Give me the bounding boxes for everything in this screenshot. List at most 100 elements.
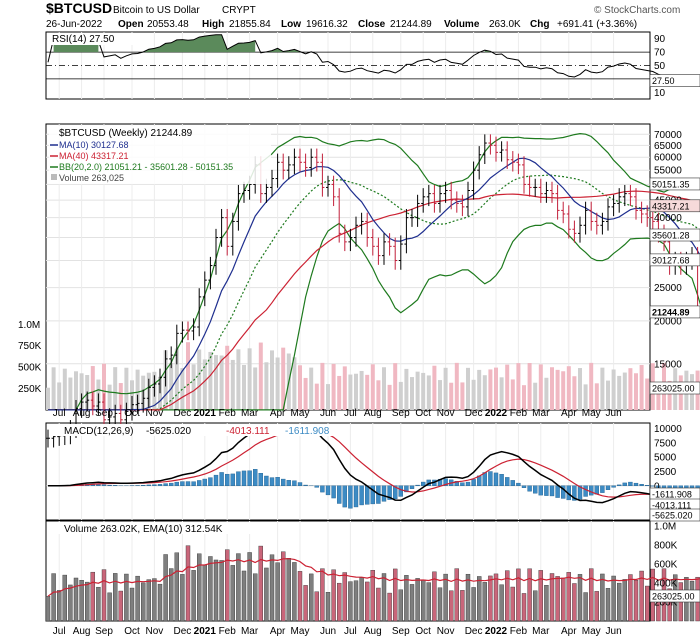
price-volume-bar <box>388 385 392 410</box>
volume-tick-label: 600K <box>654 559 678 570</box>
price-volume-bar <box>354 374 358 410</box>
volume-bar <box>449 591 453 621</box>
x-axis-label: Apr <box>270 408 286 419</box>
macd-histogram-bar <box>203 479 207 486</box>
volume-bar <box>516 569 520 621</box>
price-legend-title: $BTCUSD (Weekly) 21244.89 <box>59 128 193 139</box>
price-volume-bar <box>46 388 50 410</box>
price-volume-bar <box>511 379 515 410</box>
macd-histogram-bar <box>259 473 263 486</box>
header-date: 26-Jun-2022 <box>46 19 103 30</box>
volume-bar <box>606 588 610 621</box>
volume-bar <box>63 575 67 621</box>
ma10-legend: MA(10) 30127.68 <box>59 140 129 150</box>
price-volume-bar <box>556 370 560 410</box>
x-axis-label: Feb <box>510 408 528 419</box>
open-label: Open <box>118 19 144 30</box>
price-volume-bar <box>315 384 319 410</box>
price-tick-label: 40000 <box>654 213 682 224</box>
rsi-badge: 27.50 <box>652 76 675 86</box>
price-volume-bar <box>186 342 190 410</box>
volume-bar <box>477 576 481 621</box>
volume-bar <box>572 583 576 621</box>
x-axis-label: Jun <box>320 408 336 419</box>
price-volume-bar <box>220 355 224 410</box>
volume-bar <box>152 579 156 621</box>
price-volume-bar <box>466 368 470 410</box>
macd-histogram-bar <box>617 485 621 486</box>
macd-histogram-bar <box>186 482 190 486</box>
macd-histogram-bar <box>147 485 151 486</box>
volume-bar <box>444 574 448 621</box>
macd-histogram-bar <box>544 486 548 496</box>
price-volume-bar <box>376 380 380 410</box>
volume-bar <box>466 574 470 621</box>
close-label: Close <box>358 19 386 30</box>
volume-bar <box>85 582 89 621</box>
volume-bar <box>175 553 179 621</box>
x-axis-label: Nov <box>437 408 455 419</box>
volume-bar <box>539 570 543 621</box>
volume-bar <box>628 575 632 621</box>
open-value: 20553.48 <box>147 19 189 30</box>
price-volume-bar <box>494 368 498 410</box>
macd-histogram-bar <box>214 475 218 486</box>
price-volume-bar <box>421 373 425 410</box>
price-volume-bar <box>500 377 504 410</box>
macd-histogram-bar <box>264 476 268 486</box>
macd-histogram-bar <box>421 482 425 486</box>
x-axis-label: Oct <box>415 626 431 637</box>
volume-tick-label: 400K <box>654 578 678 589</box>
macd-histogram-bar <box>276 477 280 485</box>
volume-bar <box>141 583 145 621</box>
volume-bar <box>292 562 296 621</box>
price-volume-bar <box>360 371 364 410</box>
rsi-legend: RSI(14) 27.50 <box>52 34 115 45</box>
x-axis-label: 2021 <box>194 626 217 637</box>
price-volume-bar <box>63 369 67 410</box>
macd-histogram-bar <box>208 478 212 486</box>
x-axis-label: 2022 <box>485 408 508 419</box>
volume-bar <box>376 588 380 621</box>
macd-histogram-bar <box>466 482 470 486</box>
volume-bar <box>556 576 560 621</box>
macd-histogram-bar <box>152 485 156 486</box>
macd-histogram-bar <box>292 481 296 486</box>
price-volume-bar <box>231 360 235 410</box>
volume-bar <box>438 588 442 621</box>
volume-bar <box>410 584 414 621</box>
volume-bar <box>483 582 487 621</box>
macd-histogram-bar <box>253 469 257 485</box>
x-axis-label: Feb <box>219 408 237 419</box>
x-axis-label: May <box>291 626 310 637</box>
macd-histogram-bar <box>634 483 638 486</box>
price-volume-bar <box>528 363 532 410</box>
price-volume-bar <box>52 367 56 410</box>
volume-bar <box>326 592 330 621</box>
volume-bar <box>584 593 588 621</box>
volume-tick-label: 1.0M <box>654 521 676 532</box>
volume-bar <box>511 587 515 621</box>
macd-histogram-bar <box>528 486 532 491</box>
volume-bar <box>220 560 224 621</box>
price-volume-bar <box>304 378 308 410</box>
volume-bar <box>309 574 313 621</box>
price-volume-bar <box>584 384 588 410</box>
volume-bar <box>180 574 184 621</box>
price-volume-bar <box>348 375 352 410</box>
price-volume-bar <box>645 379 649 410</box>
macd-histogram-bar <box>460 483 464 486</box>
price-volume-bar <box>516 363 520 410</box>
macd-histogram-bar <box>108 485 112 486</box>
price-volume-bar <box>343 366 347 410</box>
volume-bar <box>600 574 604 621</box>
low-label: Low <box>281 19 301 30</box>
price-volume-bar <box>488 369 492 410</box>
price-tick-label: 25000 <box>654 283 682 294</box>
volume-bar <box>388 593 392 621</box>
price-volume-bar <box>595 383 599 410</box>
macd-histogram-bar <box>242 471 246 486</box>
x-axis-label: Dec <box>174 626 192 637</box>
volume-bar <box>348 582 352 621</box>
x-axis-label: Feb <box>219 626 237 637</box>
